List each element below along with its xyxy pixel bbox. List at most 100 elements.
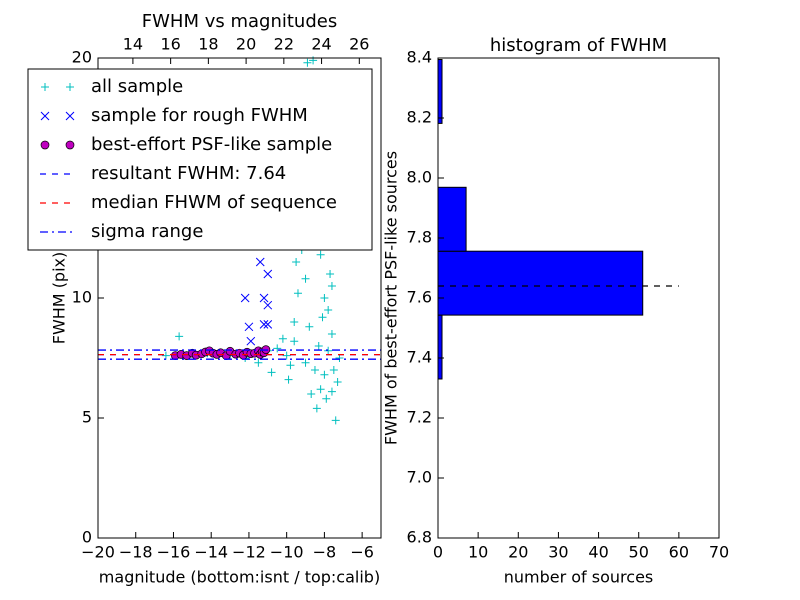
point bbox=[175, 332, 184, 341]
y-tick-label: 7.0 bbox=[407, 468, 432, 487]
y-tick-label: 20 bbox=[72, 48, 92, 67]
point bbox=[255, 257, 265, 267]
x-tick-label: −10 bbox=[270, 543, 304, 562]
point bbox=[320, 294, 329, 302]
point bbox=[263, 300, 273, 310]
legend-marker bbox=[41, 83, 49, 91]
point bbox=[267, 368, 276, 377]
point bbox=[259, 320, 269, 329]
y-tick-label: 5 bbox=[82, 408, 92, 427]
point bbox=[333, 378, 342, 386]
point bbox=[327, 387, 336, 396]
point bbox=[327, 282, 336, 290]
chart-title: histogram of FWHM bbox=[490, 35, 667, 56]
legend-marker bbox=[40, 111, 50, 121]
x2-tick-label: 16 bbox=[160, 35, 180, 54]
x-tick-label: 50 bbox=[629, 543, 649, 562]
point bbox=[303, 58, 312, 67]
point bbox=[282, 351, 291, 360]
point bbox=[273, 344, 282, 353]
point bbox=[292, 258, 301, 266]
legend-marker bbox=[65, 140, 75, 150]
point bbox=[310, 366, 319, 374]
legend: all sample sample for rough FWHM best-effo… bbox=[27, 68, 373, 251]
point bbox=[246, 336, 256, 346]
y-axis-label: FWHM of best-effort PSF-like sources bbox=[382, 151, 401, 445]
x-tick-label: −16 bbox=[157, 543, 191, 562]
bar bbox=[437, 186, 467, 252]
point bbox=[318, 313, 327, 322]
x-tick-label: 20 bbox=[508, 543, 528, 562]
point bbox=[259, 293, 269, 303]
y-tick-label: 7.4 bbox=[407, 348, 432, 367]
y-tick-label: 6.8 bbox=[407, 528, 432, 547]
point bbox=[324, 346, 333, 355]
y-tick-label: 0 bbox=[82, 528, 92, 547]
y-tick-label: 7.2 bbox=[407, 408, 432, 427]
point bbox=[278, 334, 287, 343]
point bbox=[312, 404, 321, 413]
x-tick-label: −6 bbox=[350, 543, 374, 562]
y-axis-label: FWHM (pix) bbox=[50, 252, 69, 345]
point bbox=[316, 385, 325, 394]
point bbox=[329, 366, 338, 374]
point bbox=[327, 330, 336, 338]
point bbox=[324, 306, 333, 314]
point bbox=[326, 270, 335, 278]
point bbox=[284, 375, 293, 384]
y-tick-label: 8.0 bbox=[407, 168, 432, 187]
point bbox=[307, 390, 316, 398]
point bbox=[316, 250, 325, 259]
legend-label: median FHWM of sequence bbox=[91, 192, 337, 213]
x-tick-label: 10 bbox=[468, 543, 488, 562]
x2-tick-label: 18 bbox=[198, 35, 218, 54]
legend-label: sigma range bbox=[91, 221, 203, 242]
x2-tick-label: 20 bbox=[236, 35, 256, 54]
x-axis-label: magnitude (bottom:isnt / top:calib) bbox=[99, 568, 380, 587]
bar bbox=[437, 250, 644, 316]
x-tick-label: −8 bbox=[313, 543, 337, 562]
point bbox=[263, 269, 273, 279]
y-tick-label: 10 bbox=[72, 288, 92, 307]
point bbox=[335, 354, 344, 362]
bar bbox=[437, 314, 443, 380]
point bbox=[254, 358, 263, 367]
point bbox=[244, 322, 254, 332]
x2-tick-label: 22 bbox=[274, 35, 294, 54]
x-tick-label: 70 bbox=[709, 543, 729, 562]
chart-title: FWHM vs magnitudes bbox=[142, 11, 337, 32]
legend-marker bbox=[66, 83, 74, 91]
legend-label: resultant FWHM: 7.64 bbox=[91, 163, 286, 184]
y-tick-label: 7.6 bbox=[407, 288, 432, 307]
x-tick-label: −18 bbox=[119, 543, 153, 562]
y-tick-label: 8.4 bbox=[407, 48, 432, 67]
legend-label: all sample bbox=[91, 76, 183, 97]
point bbox=[286, 361, 295, 370]
x-tick-label: 0 bbox=[433, 543, 443, 562]
point bbox=[290, 318, 299, 326]
y-tick-label: 8.2 bbox=[407, 108, 432, 127]
x2-tick-label: 14 bbox=[123, 35, 143, 54]
x-tick-label: −12 bbox=[232, 543, 266, 562]
y-tick-label: 7.8 bbox=[407, 228, 432, 247]
point bbox=[305, 322, 314, 331]
point bbox=[290, 337, 299, 346]
x-tick-label: 30 bbox=[548, 543, 568, 562]
point bbox=[301, 358, 310, 367]
legend-marker bbox=[65, 111, 75, 121]
point bbox=[263, 320, 273, 329]
legend-marker bbox=[40, 140, 50, 150]
point bbox=[331, 416, 340, 425]
x2-tick-label: 26 bbox=[349, 35, 369, 54]
point bbox=[314, 342, 323, 350]
x-tick-label: 60 bbox=[669, 543, 689, 562]
point bbox=[240, 293, 250, 303]
x-tick-label: 40 bbox=[588, 543, 608, 562]
point bbox=[322, 394, 331, 403]
x-tick-label: −14 bbox=[194, 543, 228, 562]
x2-tick-label: 24 bbox=[311, 35, 331, 54]
legend-label: sample for rough FWHM bbox=[91, 105, 308, 126]
point bbox=[320, 370, 329, 379]
